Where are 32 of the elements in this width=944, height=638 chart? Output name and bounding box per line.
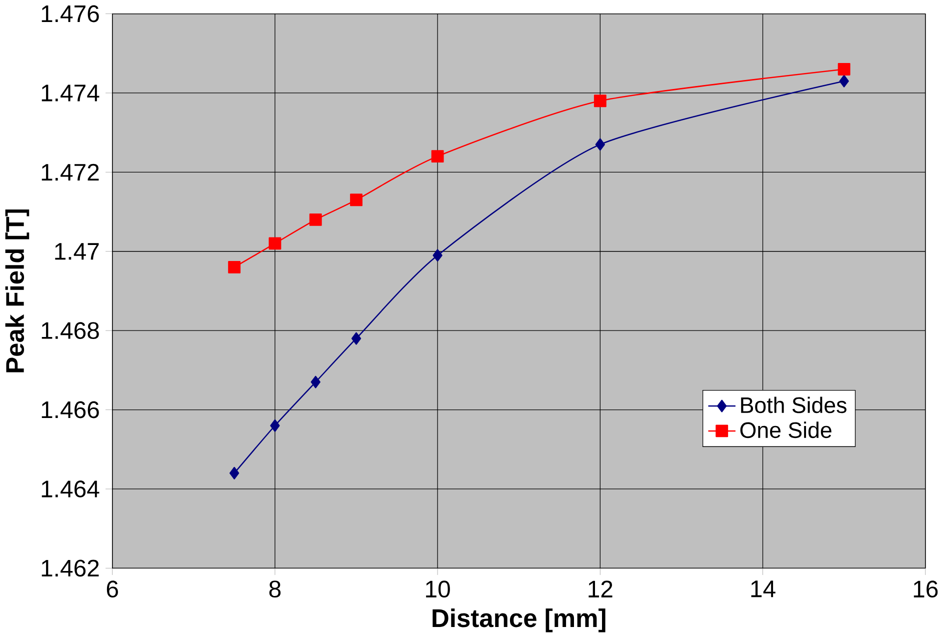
point xyxy=(839,75,849,88)
point xyxy=(432,249,442,262)
x-tick-label: 6 xyxy=(106,580,118,598)
y-tick-label: 1.462 xyxy=(42,560,99,577)
x-tick-label: 16 xyxy=(914,580,938,598)
point xyxy=(309,214,322,226)
y-tick-label: 1.474 xyxy=(42,84,100,102)
y-axis-title: Peak Field [T] xyxy=(5,210,30,372)
x-tick-label: 12 xyxy=(588,580,612,598)
y-tick-label: 1.476 xyxy=(42,6,99,22)
point xyxy=(310,376,320,388)
x-axis-title: Distance [mm] xyxy=(432,608,606,632)
point xyxy=(595,138,605,151)
point xyxy=(228,261,241,274)
legend-label: Both Sides xyxy=(741,396,846,414)
point xyxy=(431,150,444,163)
point xyxy=(270,420,280,432)
point xyxy=(838,63,850,76)
point xyxy=(268,237,282,250)
point xyxy=(229,467,240,480)
legend-label: One Side xyxy=(740,422,832,438)
x-tick-label: 8 xyxy=(269,580,281,598)
y-tick-label: 1.468 xyxy=(42,322,99,340)
y-tick-label: 1.472 xyxy=(42,164,99,181)
y-tick-label: 1.466 xyxy=(42,402,99,418)
point xyxy=(594,94,606,108)
x-tick-label: 10 xyxy=(426,580,450,598)
y-tick-label: 1.464 xyxy=(42,480,100,498)
point xyxy=(350,194,362,206)
y-tick-label: 1.47 xyxy=(55,243,99,260)
x-tick-label: 14 xyxy=(751,580,776,598)
point xyxy=(351,332,362,345)
